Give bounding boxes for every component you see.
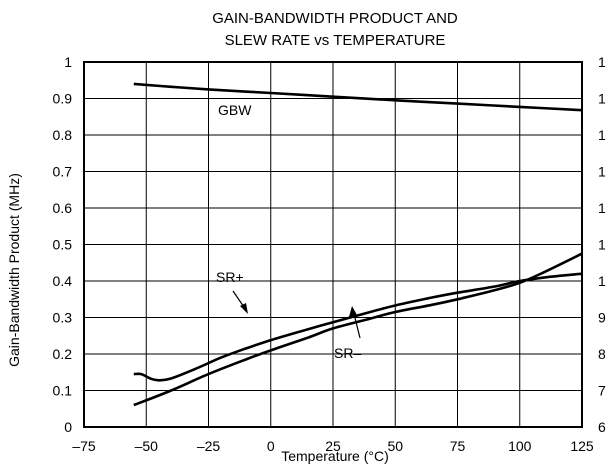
sr-plus-label: SR+ xyxy=(216,269,244,285)
right-tick-label: 1 xyxy=(598,237,606,253)
y-tick-label: 0.6 xyxy=(53,200,73,216)
y-tick-label: 0.2 xyxy=(53,346,73,362)
series-line-1 xyxy=(133,272,583,382)
x-tick-label: 0 xyxy=(267,438,275,454)
y-tick-label: 0.7 xyxy=(53,164,73,180)
right-tick-label: 1 xyxy=(598,200,606,216)
x-tick-label: 50 xyxy=(387,438,403,454)
series-line-0 xyxy=(133,82,583,112)
right-tick-label: 7 xyxy=(598,383,606,399)
x-tick-label: 25 xyxy=(325,438,341,454)
y-tick-label: 1 xyxy=(64,54,72,70)
right-tick-label: 6 xyxy=(598,419,606,435)
y-tick-label: 0.9 xyxy=(53,91,73,107)
x-tick-label: –50 xyxy=(135,438,159,454)
right-tick-label: 8 xyxy=(598,346,606,362)
x-tick-labels: –75 –50 –25 0 25 50 75 100 125 xyxy=(72,438,594,454)
sr-minus-label: SR– xyxy=(334,345,361,361)
gbw-label: GBW xyxy=(218,102,252,118)
y-tick-label: 0.1 xyxy=(53,383,73,399)
y-tick-label: 0.4 xyxy=(53,273,73,289)
right-tick-label: 1 xyxy=(598,273,606,289)
sr-plus-arrowhead xyxy=(240,303,248,314)
chart-title-line-2: SLEW RATE vs TEMPERATURE xyxy=(224,32,446,49)
chart-title-line-1: GAIN-BANDWIDTH PRODUCT AND xyxy=(212,10,458,27)
y-tick-label: 0.5 xyxy=(53,237,73,253)
x-tick-label: 75 xyxy=(450,438,466,454)
right-tick-labels: 6 7 8 9 1 1 1 1 1 1 1 xyxy=(598,54,606,435)
sr-minus-arrowhead xyxy=(349,306,357,317)
y-tick-label: 0 xyxy=(64,419,72,435)
annotations: GBW SR+ SR– xyxy=(216,102,361,361)
x-axis-label: Temperature (°C) xyxy=(281,448,389,464)
grid-lines xyxy=(83,61,583,428)
right-tick-label: 1 xyxy=(598,127,606,143)
right-tick-label: 1 xyxy=(598,54,606,70)
x-tick-label: –25 xyxy=(197,438,221,454)
series-lines xyxy=(133,82,583,407)
y-tick-label: 0.3 xyxy=(53,310,73,326)
x-tick-label: –75 xyxy=(72,438,96,454)
x-tick-label: 125 xyxy=(570,438,594,454)
x-tick-label: 100 xyxy=(508,438,532,454)
y-tick-labels: 0 0.1 0.2 0.3 0.4 0.5 0.6 0.7 0.8 0.9 1 xyxy=(53,54,73,435)
sr-minus-arrow xyxy=(353,313,361,339)
right-tick-label: 1 xyxy=(598,91,606,107)
right-tick-label: 1 xyxy=(598,164,606,180)
right-tick-label: 9 xyxy=(598,310,606,326)
series-line-2 xyxy=(133,252,583,407)
y-tick-label: 0.8 xyxy=(53,127,73,143)
plot-frame xyxy=(83,61,583,428)
